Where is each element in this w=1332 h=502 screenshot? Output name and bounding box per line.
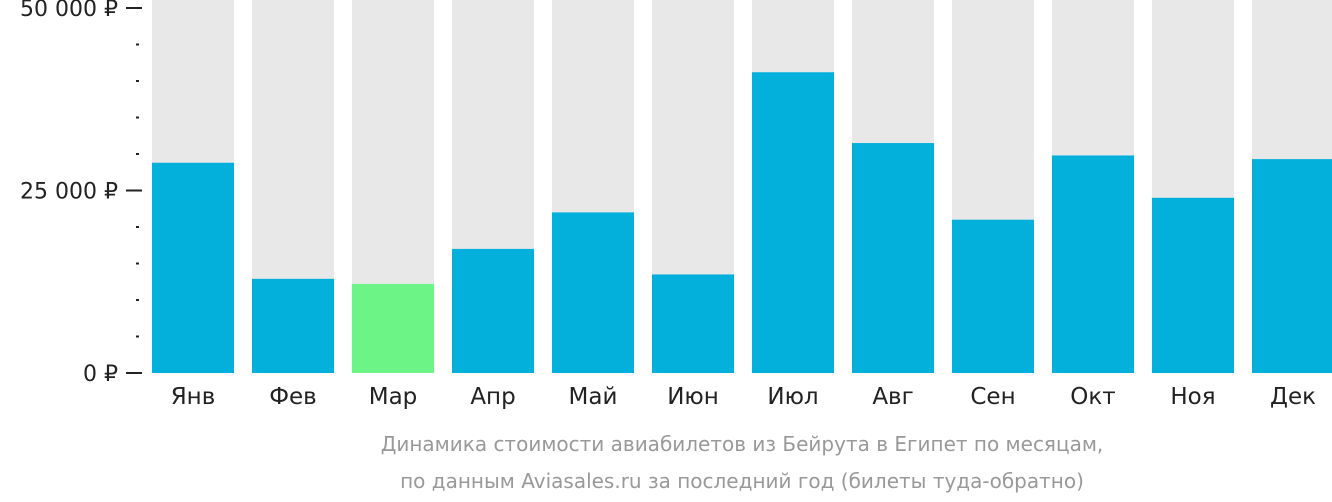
bar (552, 212, 634, 373)
y-tick-label: 25 000 ₽ (20, 180, 118, 205)
bar (1152, 197, 1234, 373)
x-tick-label: Авг (872, 384, 913, 410)
bar (152, 162, 234, 373)
y-axis: 0 ₽ 25 000 ₽ 50 000 ₽ (20, 0, 142, 387)
chart-caption: Динамика стоимости авиабилетов из Бейрут… (381, 432, 1104, 493)
bar (352, 283, 434, 373)
caption-line-1: Динамика стоимости авиабилетов из Бейрут… (381, 432, 1104, 456)
bar (1252, 159, 1332, 373)
x-tick-label: Ноя (1170, 384, 1215, 410)
bars (152, 72, 1332, 374)
x-tick-label: Мар (369, 384, 418, 410)
x-tick-label: Сен (970, 384, 1015, 410)
x-tick-label: Дек (1270, 384, 1316, 410)
x-tick-label: Окт (1070, 384, 1115, 410)
bar (252, 278, 334, 373)
y-tick-label: 0 ₽ (83, 362, 118, 387)
bar (952, 219, 1034, 373)
bar (852, 143, 934, 373)
bar (1052, 155, 1134, 373)
bar (452, 248, 534, 373)
x-tick-label: Янв (171, 384, 216, 410)
x-tick-label: Май (569, 384, 618, 410)
bar (752, 72, 834, 374)
bar (652, 274, 734, 373)
x-tick-label: Июл (767, 384, 818, 410)
x-axis-labels: Янв Фев Мар Апр Май Июн Июл Авг Сен Окт Ноя Дек (171, 384, 1316, 410)
x-tick-label: Фев (269, 384, 317, 410)
y-tick-label: 50 000 ₽ (20, 0, 118, 22)
x-tick-label: Апр (470, 384, 515, 410)
caption-line-2: по данным Aviasales.ru за последний год … (400, 469, 1084, 493)
x-tick-label: Июн (667, 384, 719, 410)
